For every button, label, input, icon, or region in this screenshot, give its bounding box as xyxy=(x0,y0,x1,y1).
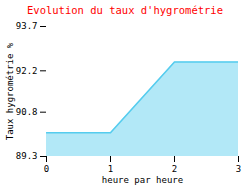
html-text:Evolution du taux d'hygrométri: Evolution du taux d'hygrométrie xyxy=(27,4,223,16)
svg-text:Taux hygrométrie %: Taux hygrométrie % xyxy=(5,42,15,140)
svg-text:93.7: 93.7 xyxy=(16,21,38,31)
svg-text:1: 1 xyxy=(108,164,113,174)
svg-text:89.3: 89.3 xyxy=(16,151,38,161)
svg-text:3: 3 xyxy=(236,164,241,174)
svg-text:heure par heure: heure par heure xyxy=(102,175,183,185)
svg-text:90.8: 90.8 xyxy=(16,107,38,117)
svg-text:0: 0 xyxy=(44,164,49,174)
svg-text:92.2: 92.2 xyxy=(16,66,38,76)
svg-text:2: 2 xyxy=(172,164,177,174)
